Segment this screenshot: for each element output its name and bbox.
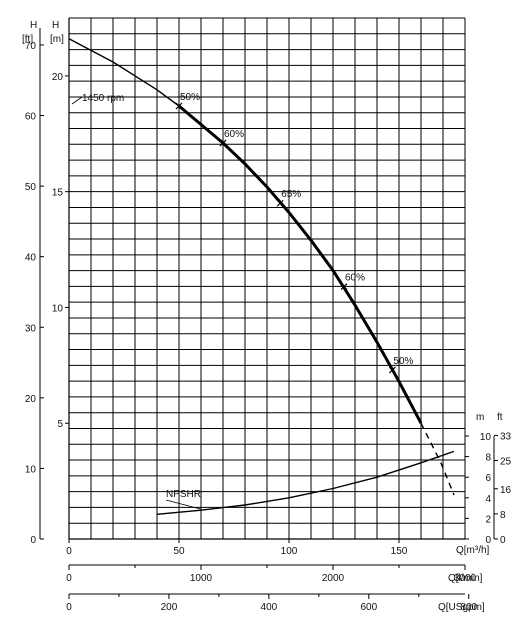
efficiency-label: 50% <box>393 356 413 367</box>
h-ft-tick-label: 40 <box>25 253 37 264</box>
q-lmin-tick-label: 2000 <box>322 573 345 584</box>
npshr-label: NPSHR <box>166 489 201 500</box>
npsh-m-tick-label: 4 <box>485 494 491 505</box>
h-ft-axis-label: H <box>30 20 37 31</box>
h-m-tick-label: 10 <box>52 303 64 314</box>
h-ft-tick-label: 60 <box>25 112 37 123</box>
npshr-label-leader <box>165 499 202 510</box>
efficiency-marks: 50% 60% 65% 60% 50% <box>175 92 414 374</box>
q-usgpm-tick-label: 0 <box>66 602 72 613</box>
q-m3h-tick-label: 100 <box>281 546 298 557</box>
h-ft-tick-label: 20 <box>25 394 37 405</box>
efficiency-label: 50% <box>180 92 200 103</box>
npsh-ft-tick-label: 0 <box>500 535 506 546</box>
h-ft-tick-label: 70 <box>25 41 37 52</box>
h-m-tick-label: 20 <box>52 72 64 83</box>
npshr-curve <box>156 450 455 515</box>
h-ft-tick-label: 10 <box>25 464 37 475</box>
h-ft-tick-label: 30 <box>25 323 37 334</box>
h-m-axis-label: H <box>52 20 59 31</box>
h-m-unit-label: [m] <box>50 34 64 45</box>
q-m3h-tick-label: 150 <box>391 546 408 557</box>
npsh-m-tick-label: 2 <box>485 514 491 525</box>
h-m-tick-label: 5 <box>57 419 63 430</box>
npsh-ft-axis-label: ft <box>497 412 503 423</box>
q-usgpm-tick-label: 800 <box>460 602 477 613</box>
h-m-tick-label: 15 <box>52 188 64 199</box>
h-ft-tick-label: 50 <box>25 182 37 193</box>
curve-label-leader <box>71 96 83 105</box>
efficiency-cross <box>340 283 348 291</box>
npsh-m-tick-label: 10 <box>480 432 492 443</box>
q-lmin-tick-label: 0 <box>66 573 72 584</box>
efficiency-cross <box>175 102 183 110</box>
npsh-m-tick-label: 8 <box>485 453 491 464</box>
head-curve-operating-range <box>178 104 423 424</box>
q-lmin-tick-label: 3000 <box>454 573 477 584</box>
q-m3h-tick-label: 50 <box>173 546 185 557</box>
h-ft-tick-label: 0 <box>30 535 36 546</box>
curve-label-1450-rpm: 1450 rpm <box>82 93 124 104</box>
efficiency-cross <box>219 139 227 147</box>
efficiency-cross <box>388 366 396 374</box>
npsh-m-tick-label: 6 <box>485 473 491 484</box>
npsh-m-axis-label: m <box>476 412 484 423</box>
q-usgpm-axis-label: Q[USgpm] <box>438 602 485 613</box>
head-curve-1450-rpm <box>68 38 180 107</box>
q-usgpm-tick-label: 600 <box>360 602 377 613</box>
q-m3h-axis-label: Q[m³/h] <box>456 545 490 556</box>
efficiency-cross <box>276 199 284 207</box>
q-usgpm-tick-label: 400 <box>261 602 278 613</box>
chart-grid <box>68 17 466 540</box>
chart-curves <box>68 38 455 515</box>
efficiency-label: 60% <box>345 273 365 284</box>
q-m3h-tick-label: 0 <box>66 546 72 557</box>
q-lmin-axis-label: Q[l/min] <box>448 573 483 584</box>
npsh-ft-tick-label: 33 <box>500 431 512 442</box>
npsh-m-tick-label: 0 <box>485 535 491 546</box>
efficiency-label: 65% <box>281 189 301 200</box>
npsh-ft-tick-label: 8 <box>500 510 506 521</box>
npsh-ft-tick-label: 16 <box>500 485 512 496</box>
q-usgpm-tick-label: 200 <box>161 602 178 613</box>
h-ft-unit-label: [ft] <box>22 34 33 45</box>
npsh-ft-tick-label: 25 <box>500 457 512 468</box>
efficiency-label: 60% <box>224 129 244 140</box>
head-curve-extension <box>420 422 455 496</box>
q-lmin-tick-label: 1000 <box>190 573 213 584</box>
